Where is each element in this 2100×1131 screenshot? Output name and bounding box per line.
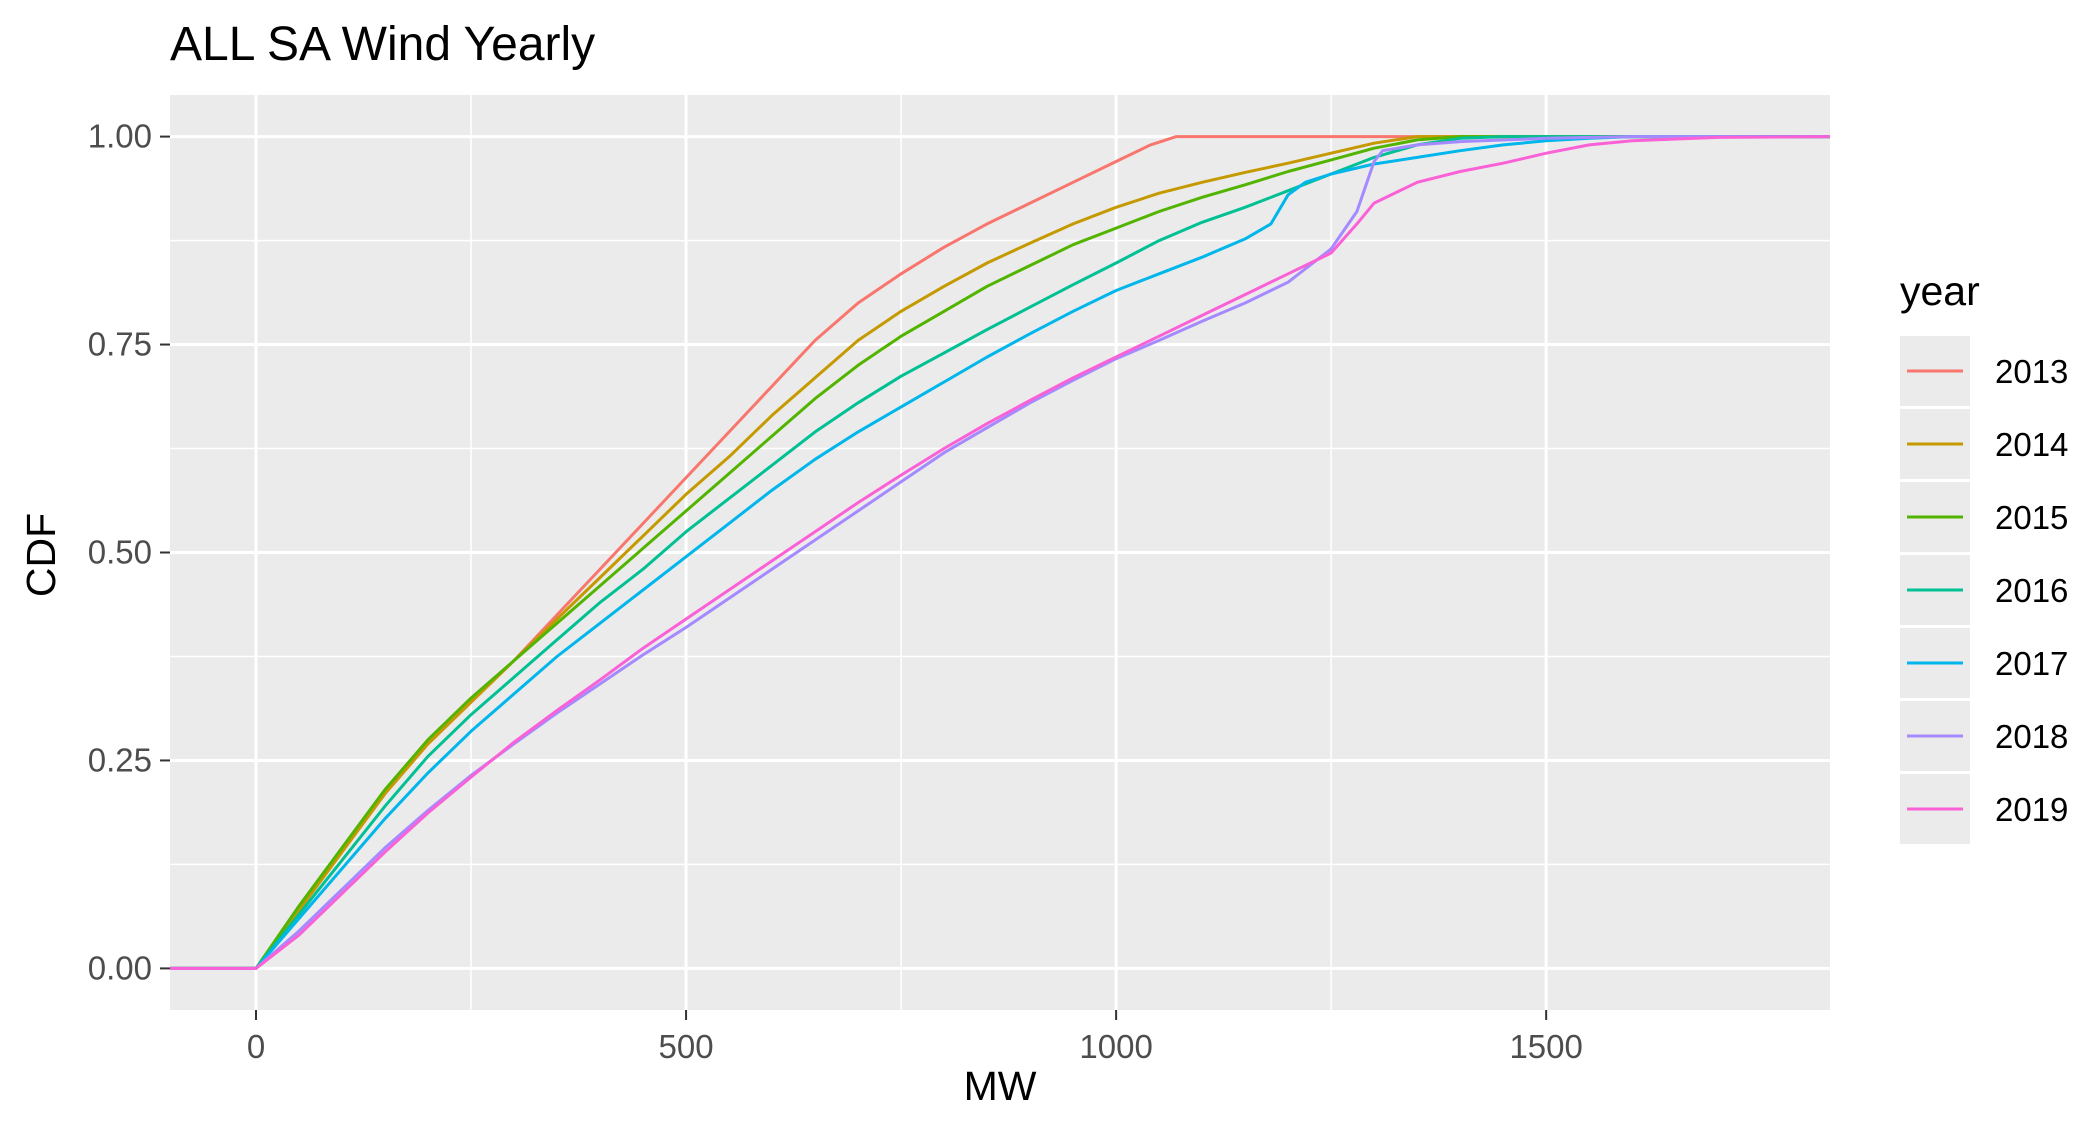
legend-title: year <box>1900 268 1980 314</box>
x-tick-label: 1500 <box>1509 1028 1582 1065</box>
series-line-2014 <box>170 135 1830 970</box>
legend-label-2014: 2014 <box>1995 426 2068 463</box>
y-tick-label: 0.00 <box>88 949 152 986</box>
x-axis-ticks: 0 500 1000 1500 <box>247 1010 1583 1065</box>
x-axis-title: MW <box>964 1063 1037 1109</box>
series-line-2019 <box>170 135 1831 970</box>
y-tick-label: 0.25 <box>88 741 152 778</box>
x-tick-label: 1000 <box>1079 1028 1152 1065</box>
major-gridlines <box>170 95 1830 1010</box>
y-tick-label: 0.50 <box>88 534 152 571</box>
legend-label-2013: 2013 <box>1995 353 2068 390</box>
y-axis-ticks: 0.00 0.25 0.50 0.75 1.00 <box>88 118 170 986</box>
x-tick-label: 500 <box>659 1028 714 1065</box>
y-axis-title: CDF <box>18 513 64 597</box>
series-line-2018 <box>170 135 1830 970</box>
legend-label-2015: 2015 <box>1995 499 2068 536</box>
series-lines <box>170 135 1831 970</box>
chart-title: ALL SA Wind Yearly <box>170 18 595 71</box>
y-tick-label: 0.75 <box>88 326 152 363</box>
series-line-2015 <box>170 135 1830 970</box>
legend-label-2017: 2017 <box>1995 645 2068 682</box>
legend: year 2013 2014 2015 2016 2017 2018 2019 <box>1900 268 2068 844</box>
x-tick-label: 0 <box>247 1028 265 1065</box>
y-tick-label: 1.00 <box>88 118 152 155</box>
legend-label-2019: 2019 <box>1995 791 2068 828</box>
series-line-2017 <box>170 135 1830 970</box>
legend-label-2018: 2018 <box>1995 718 2068 755</box>
legend-label-2016: 2016 <box>1995 572 2068 609</box>
